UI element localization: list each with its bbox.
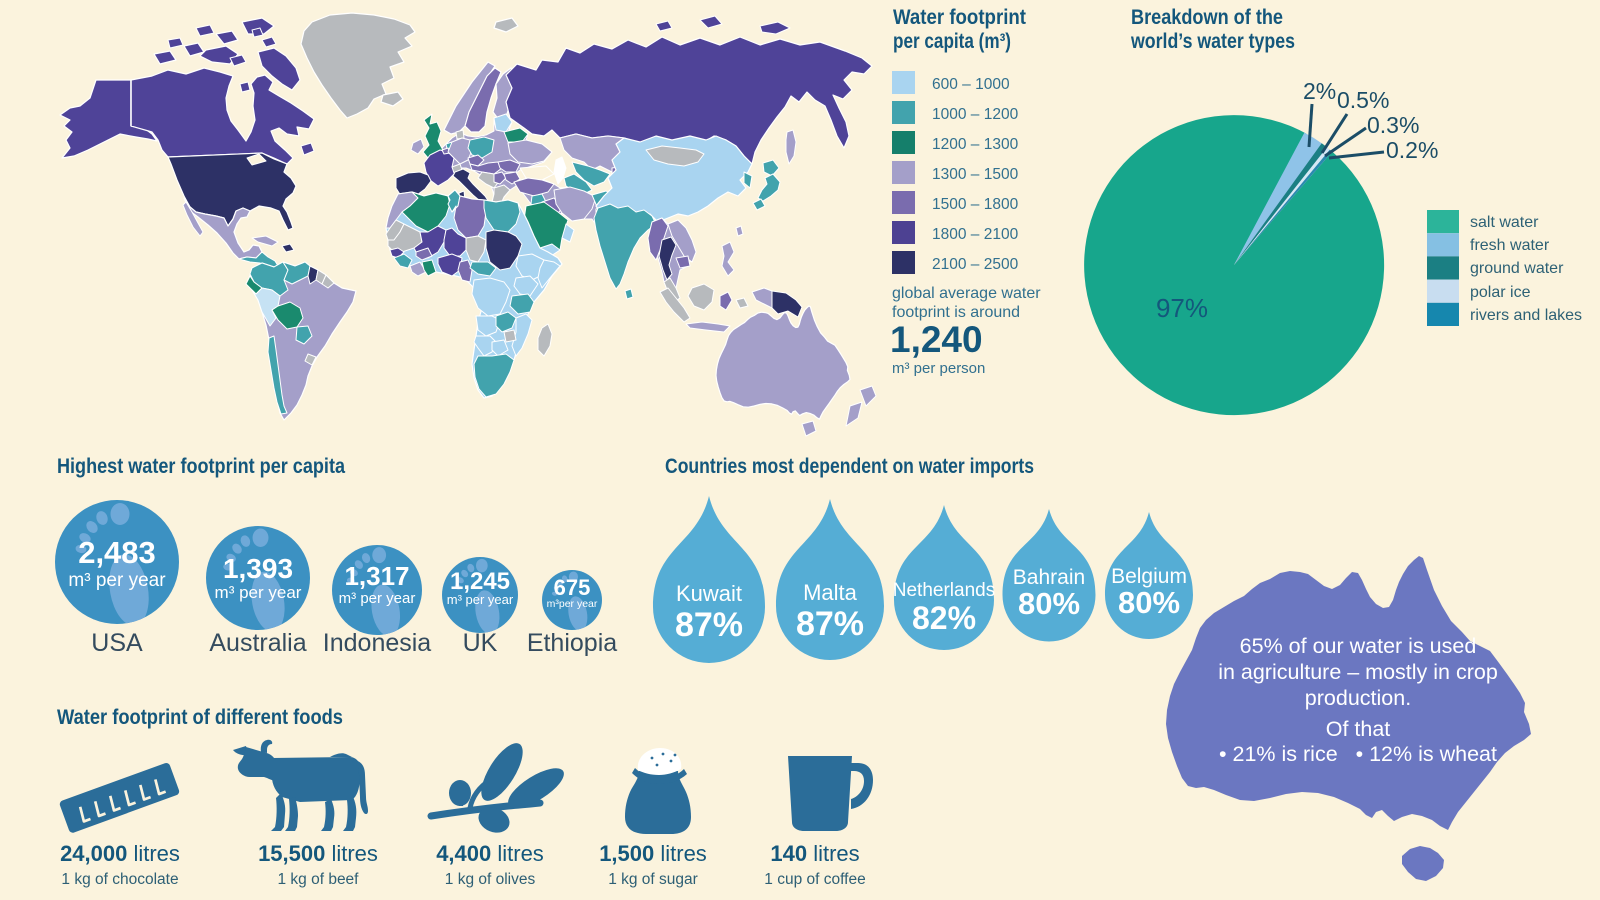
svg-text:Water footprint: Water footprint: [893, 6, 1026, 29]
svg-text:0.3%: 0.3%: [1367, 112, 1419, 138]
svg-text:footprint is around: footprint is around: [892, 304, 1020, 321]
svg-text:Ethiopia: Ethiopia: [527, 629, 617, 657]
svg-text:rivers and lakes: rivers and lakes: [1470, 307, 1582, 324]
svg-text:2,483: 2,483: [78, 535, 156, 570]
svg-text:m³ per year: m³ per year: [447, 592, 514, 607]
svg-text:1000 – 1200: 1000 – 1200: [932, 106, 1019, 123]
svg-text:ground water: ground water: [1470, 260, 1564, 277]
svg-text:1 kg of olives: 1 kg of olives: [445, 871, 536, 888]
svg-text:80%: 80%: [1118, 585, 1180, 620]
svg-text:• 21% is rice • 12% is wheat: • 21% is rice • 12% is wheat: [1219, 742, 1497, 766]
svg-text:in agriculture – mostly in cro: in agriculture – mostly in crop: [1218, 660, 1498, 684]
svg-text:global average water: global average water: [892, 285, 1041, 302]
svg-text:Water footprint of different f: Water footprint of different foods: [57, 706, 343, 729]
svg-text:1200 – 1300: 1200 – 1300: [932, 136, 1019, 153]
svg-text:world’s water types: world’s water types: [1130, 30, 1295, 53]
svg-text:4,400 litres: 4,400 litres: [436, 841, 544, 866]
svg-text:Indonesia: Indonesia: [323, 629, 432, 657]
svg-text:Malta: Malta: [803, 580, 858, 605]
svg-text:0.2%: 0.2%: [1386, 137, 1438, 163]
svg-text:80%: 80%: [1018, 586, 1080, 621]
svg-text:140 litres: 140 litres: [770, 841, 859, 866]
svg-text:1,245: 1,245: [450, 568, 510, 595]
svg-text:Countries most dependent on wa: Countries most dependent on water import…: [665, 455, 1034, 478]
svg-text:1 kg of chocolate: 1 kg of chocolate: [61, 871, 178, 888]
svg-text:1,393: 1,393: [223, 553, 293, 584]
svg-text:Australia: Australia: [209, 629, 306, 657]
svg-text:m³ per year: m³ per year: [339, 590, 416, 607]
svg-text:fresh water: fresh water: [1470, 237, 1550, 254]
svg-text:Belgium: Belgium: [1111, 565, 1187, 588]
svg-text:2100 – 2500: 2100 – 2500: [932, 256, 1019, 273]
svg-text:1500 – 1800: 1500 – 1800: [932, 196, 1019, 213]
svg-text:82%: 82%: [912, 600, 976, 636]
svg-text:87%: 87%: [796, 605, 864, 643]
svg-text:65% of our water is used: 65% of our water is used: [1240, 634, 1477, 658]
svg-text:salt water: salt water: [1470, 214, 1539, 231]
svg-text:USA: USA: [91, 629, 143, 657]
svg-text:1800 – 2100: 1800 – 2100: [932, 226, 1019, 243]
svg-text:per capita (m³): per capita (m³): [893, 30, 1011, 53]
svg-text:Highest water footprint per ca: Highest water footprint per capita: [57, 455, 345, 478]
svg-text:675: 675: [554, 575, 591, 600]
svg-text:15,500 litres: 15,500 litres: [258, 841, 378, 866]
svg-text:Netherlands: Netherlands: [893, 580, 995, 601]
svg-text:m³ per year: m³ per year: [68, 570, 166, 591]
svg-text:1 kg of sugar: 1 kg of sugar: [608, 871, 698, 888]
svg-text:87%: 87%: [675, 606, 743, 644]
svg-text:production.: production.: [1305, 686, 1411, 710]
svg-text:1300 – 1500: 1300 – 1500: [932, 166, 1019, 183]
svg-text:97%: 97%: [1156, 293, 1208, 323]
svg-text:0.5%: 0.5%: [1337, 87, 1389, 113]
svg-text:1 kg of beef: 1 kg of beef: [277, 871, 359, 888]
svg-text:m³ per person: m³ per person: [892, 360, 985, 377]
svg-text:600 – 1000: 600 – 1000: [932, 76, 1010, 93]
svg-text:1,317: 1,317: [344, 561, 409, 591]
svg-text:m³per year: m³per year: [547, 598, 598, 610]
svg-text:1,240: 1,240: [890, 319, 983, 360]
svg-text:24,000 litres: 24,000 litres: [60, 841, 180, 866]
svg-text:Breakdown of the: Breakdown of the: [1131, 6, 1283, 29]
svg-text:1,500 litres: 1,500 litres: [599, 841, 707, 866]
svg-text:Kuwait: Kuwait: [676, 581, 742, 606]
svg-text:Bahrain: Bahrain: [1013, 566, 1085, 589]
svg-text:Of that: Of that: [1326, 717, 1391, 741]
svg-text:1 cup of coffee: 1 cup of coffee: [764, 871, 865, 888]
svg-text:UK: UK: [463, 629, 498, 657]
svg-text:polar ice: polar ice: [1470, 284, 1531, 301]
svg-text:m³ per year: m³ per year: [215, 583, 302, 602]
svg-text:2%: 2%: [1303, 78, 1336, 104]
